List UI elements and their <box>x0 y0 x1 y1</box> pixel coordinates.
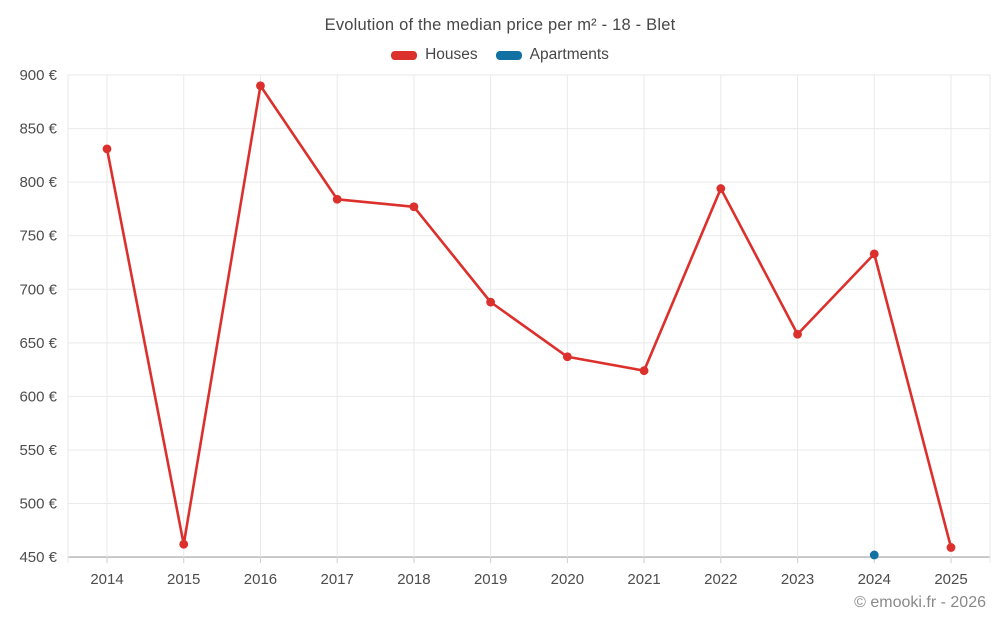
x-tick-label: 2023 <box>781 571 814 588</box>
data-point-houses-2018[interactable] <box>409 202 419 212</box>
x-tick-label: 2019 <box>474 571 507 588</box>
y-tick-label: 450 € <box>19 549 57 566</box>
copyright-watermark: © emooki.fr - 2026 <box>854 594 986 611</box>
x-tick-label: 2018 <box>397 571 430 588</box>
legend-item-houses[interactable]: Houses <box>391 46 478 64</box>
data-point-houses-2017[interactable] <box>332 194 342 204</box>
y-tick-label: 500 € <box>19 496 57 513</box>
data-point-houses-2023[interactable] <box>793 329 802 339</box>
data-point-houses-2020[interactable] <box>562 352 572 362</box>
x-tick-label: 2017 <box>320 571 353 588</box>
x-tick-label: 2020 <box>551 571 584 588</box>
y-tick-label: 700 € <box>19 281 57 298</box>
y-tick-label: 650 € <box>19 335 57 352</box>
y-tick-label: 850 € <box>19 121 57 138</box>
data-point-houses-2022[interactable] <box>716 184 726 193</box>
x-tick-label: 2024 <box>858 571 891 588</box>
y-tick-label: 550 € <box>19 442 57 459</box>
y-tick-label: 750 € <box>19 228 57 245</box>
x-tick-label: 2014 <box>90 571 123 588</box>
legend-swatch-apartments <box>495 50 522 60</box>
x-tick-label: 2016 <box>244 571 277 588</box>
legend-item-apartments[interactable]: Apartments <box>495 46 609 64</box>
data-point-houses-2016[interactable] <box>256 81 265 91</box>
legend-label: Houses <box>425 46 478 63</box>
x-tick-label: 2025 <box>934 571 967 588</box>
y-tick-label: 900 € <box>19 67 57 84</box>
legend-swatch-houses <box>391 50 418 60</box>
data-point-apartments-2024[interactable] <box>869 550 879 560</box>
chart-title: Evolution of the median price per m² - 1… <box>324 16 676 34</box>
y-tick-label: 600 € <box>19 388 57 405</box>
data-point-houses-2021[interactable] <box>639 366 649 376</box>
x-tick-label: 2015 <box>167 571 200 588</box>
legend-label: Apartments <box>529 46 609 63</box>
x-tick-label: 2022 <box>704 571 737 588</box>
x-tick-label: 2021 <box>627 571 660 588</box>
data-point-houses-2019[interactable] <box>486 297 496 307</box>
data-point-houses-2015[interactable] <box>179 539 189 549</box>
chart-legend: Houses Apartments <box>0 46 1000 64</box>
data-point-houses-2025[interactable] <box>946 543 956 552</box>
data-point-houses-2014[interactable] <box>102 144 112 154</box>
y-tick-label: 800 € <box>19 174 57 191</box>
series-line-houses <box>105 84 953 549</box>
data-point-houses-2024[interactable] <box>869 249 879 259</box>
